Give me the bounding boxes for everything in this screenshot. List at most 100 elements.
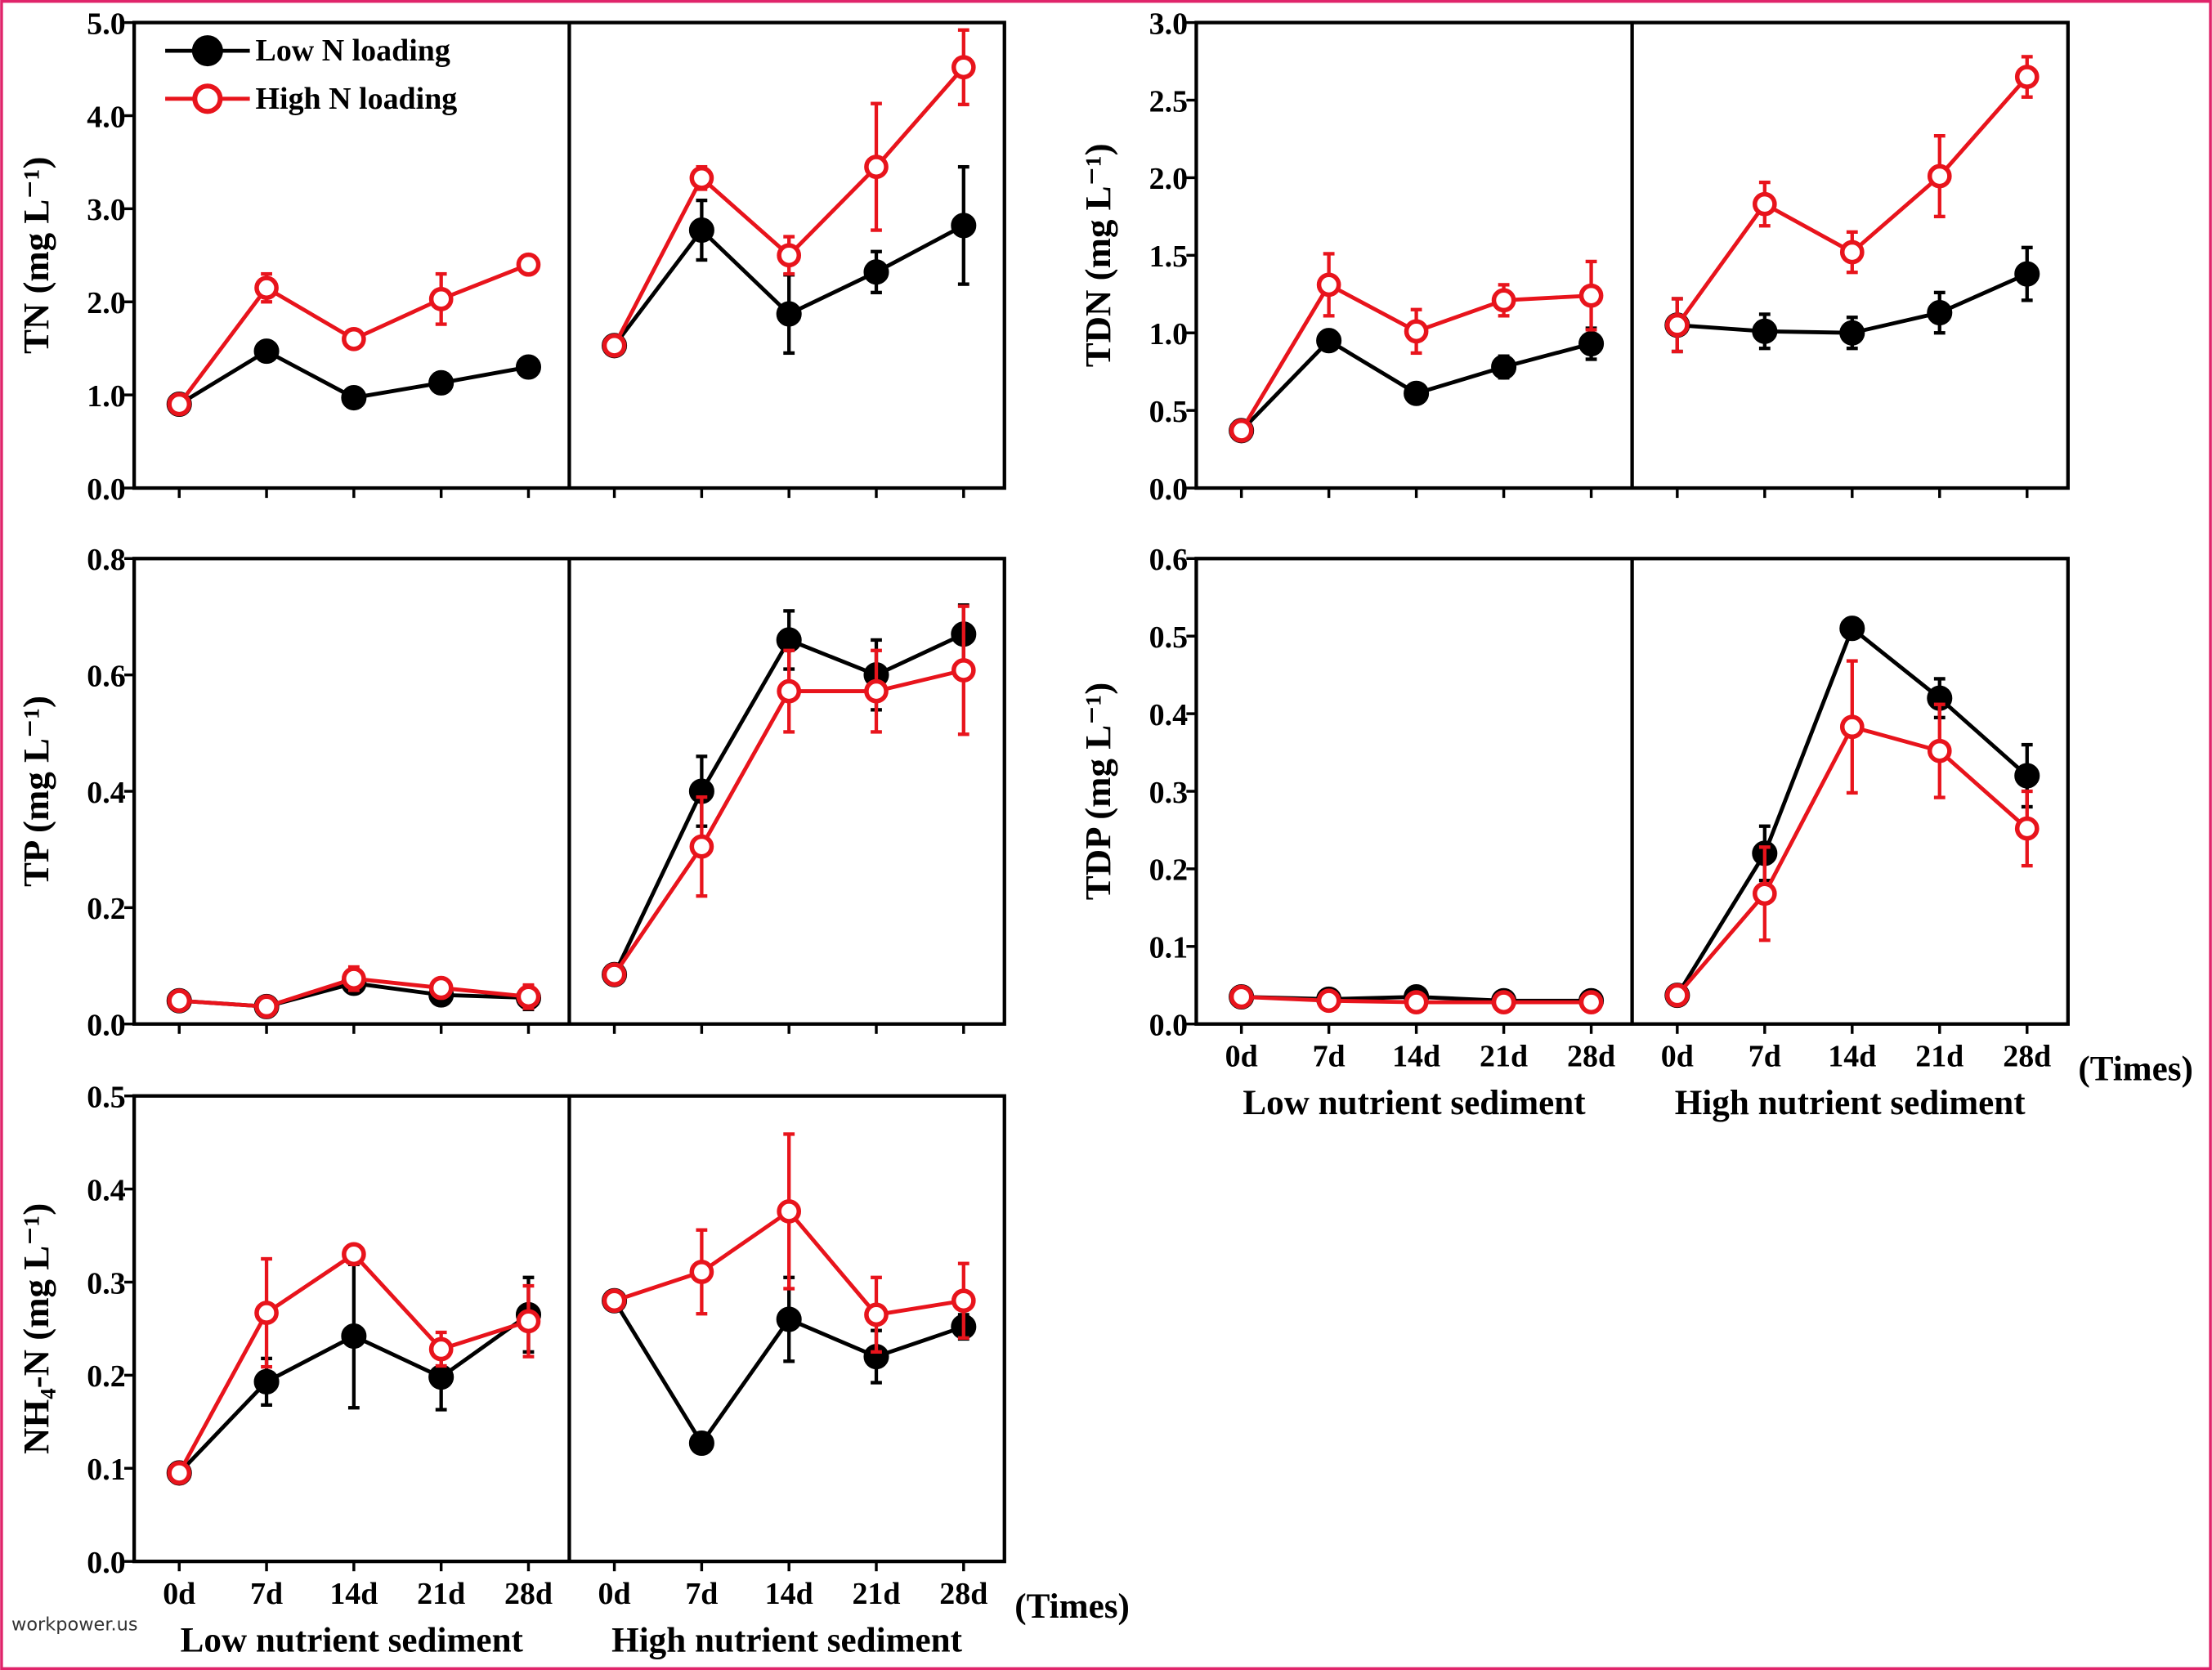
data-point: [167, 1461, 192, 1485]
data-point: [1664, 983, 1690, 1008]
data-point: [1229, 984, 1254, 1010]
y-tick-label: 0.8: [87, 543, 125, 577]
y-tick-label: 0.3: [1149, 776, 1188, 810]
panel-label: Low nutrient sediment: [1243, 1084, 1586, 1122]
data-point: [167, 988, 192, 1014]
y-tick-label: 1.5: [1149, 240, 1188, 274]
legend-marker: [192, 83, 223, 114]
data-point: [1752, 881, 1777, 907]
data-point: [777, 678, 802, 704]
data-point: [342, 326, 366, 351]
x-tick-label: 7d: [250, 1577, 283, 1611]
x-tick-label: 0d: [598, 1577, 631, 1611]
panel-label: Low nutrient sediment: [181, 1622, 524, 1660]
y-tick-label: 0.0: [87, 1546, 125, 1580]
x-tick-label: 7d: [1313, 1039, 1346, 1073]
panel-label: High nutrient sediment: [1675, 1084, 2026, 1122]
data-point: [951, 1288, 976, 1314]
y-tick-label: 1.0: [1149, 317, 1188, 351]
data-point: [777, 1199, 802, 1224]
data-point: [689, 165, 714, 190]
data-point: [1491, 288, 1516, 313]
y-tick-label: 0.0: [87, 1009, 125, 1043]
data-point: [1578, 330, 1605, 357]
data-point: [2014, 763, 2040, 789]
data-point: [428, 975, 454, 1001]
y-tick-label: 5.0: [87, 7, 125, 41]
y-tick-label: 0.0: [1149, 472, 1188, 507]
panel-label: High nutrient sediment: [611, 1622, 963, 1660]
data-point: [1752, 191, 1777, 217]
data-point: [1491, 354, 1517, 380]
data-point: [1752, 318, 1778, 344]
y-tick-label: 0.1: [1149, 931, 1188, 965]
data-point: [1404, 380, 1430, 406]
x-tick-label: 7d: [1749, 1039, 1781, 1073]
data-point: [602, 333, 627, 358]
data-point: [515, 354, 542, 380]
data-point: [254, 994, 279, 1019]
data-point: [428, 1364, 454, 1390]
y-axis-label: TP (mg L⁻¹): [16, 696, 56, 887]
data-point: [1404, 319, 1429, 344]
data-point: [1316, 328, 1342, 354]
y-tick-label: 3.0: [87, 193, 125, 227]
y-tick-label: 0.1: [87, 1453, 125, 1487]
y-tick-label: 0.0: [87, 472, 125, 507]
y-tick-label: 2.0: [1149, 162, 1188, 196]
data-point: [2014, 261, 2040, 287]
y-tick-label: 2.5: [1149, 84, 1188, 119]
y-tick-label: 0.6: [1149, 543, 1188, 577]
y-tick-label: 0.6: [87, 659, 125, 693]
y-tick-label: 3.0: [1149, 7, 1188, 41]
data-point: [864, 1302, 889, 1327]
y-tick-label: 0.4: [87, 1173, 125, 1207]
data-point: [777, 243, 802, 268]
data-point: [1927, 300, 1953, 326]
data-point: [341, 1323, 367, 1350]
data-point: [254, 1301, 279, 1325]
x-tick-label: 14d: [1828, 1039, 1876, 1073]
data-point: [689, 834, 714, 859]
y-axis-label: TDP (mg L⁻¹): [1077, 683, 1118, 900]
data-point: [1927, 163, 1952, 189]
legend-label: Low N loading: [256, 34, 450, 68]
data-point: [428, 1336, 454, 1362]
legend-label: High N loading: [256, 82, 458, 116]
y-tick-label: 0.3: [87, 1266, 125, 1301]
x-tick-label: 28d: [939, 1577, 987, 1611]
y-tick-label: 0.2: [87, 1359, 125, 1394]
x-tick-label: 7d: [685, 1577, 718, 1611]
data-point: [602, 1288, 627, 1314]
x-tick-label: 28d: [504, 1577, 553, 1611]
y-axis-label: TDN (mg L⁻¹): [1077, 143, 1118, 367]
y-axis-label: NH₄-N (mg L⁻¹): [16, 1203, 56, 1454]
y-tick-label: 0.5: [1149, 620, 1188, 655]
data-point: [253, 338, 280, 365]
data-point: [342, 1242, 366, 1267]
data-point: [1664, 312, 1690, 338]
data-point: [776, 627, 802, 653]
x-tick-label: 21d: [1915, 1039, 1963, 1073]
x-tick-label: 14d: [1392, 1039, 1440, 1073]
x-tick-label: 14d: [329, 1577, 378, 1611]
data-point: [516, 252, 541, 277]
x-tick-label: 0d: [1225, 1039, 1258, 1073]
data-point: [688, 217, 714, 244]
data-point: [1578, 283, 1604, 308]
x-tick-label: 0d: [163, 1577, 195, 1611]
data-point: [863, 259, 889, 285]
data-point: [1839, 240, 1865, 265]
data-point: [341, 385, 367, 411]
data-point: [951, 55, 976, 80]
data-point: [2014, 816, 2040, 841]
data-point: [516, 984, 541, 1010]
x-tick-label: 14d: [765, 1577, 813, 1611]
data-point: [688, 1430, 714, 1457]
data-point: [167, 392, 192, 417]
y-tick-label: 1.0: [87, 379, 125, 414]
data-point: [602, 962, 627, 987]
data-point: [951, 213, 977, 239]
